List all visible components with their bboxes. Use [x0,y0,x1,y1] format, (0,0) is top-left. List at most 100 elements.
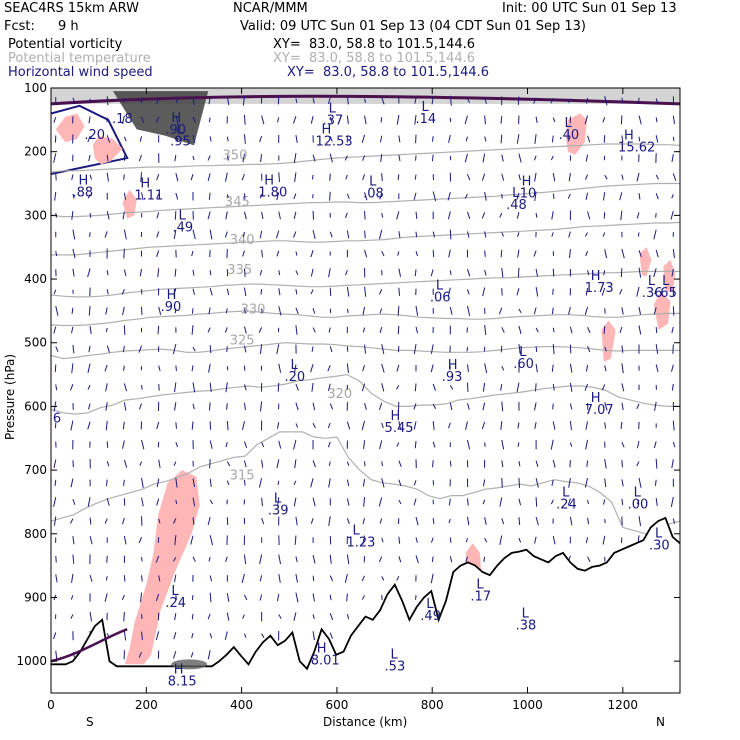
wind-vector [655,497,658,506]
wind-vector [655,117,658,123]
wind-vector [192,497,196,507]
extremum-value: .90 [165,123,186,138]
wind-vector [449,270,452,276]
wind-vector [364,211,366,220]
wind-vector [329,116,333,123]
wind-vector [243,554,247,565]
wind-vector [585,192,589,200]
wind-vector [398,231,401,238]
wind-vector [155,555,160,563]
extremum-value: .36 [642,286,663,301]
wind-vector [106,211,110,220]
wind-vector [637,232,640,237]
wind-vector [518,537,522,543]
wind-vector [517,96,520,105]
wind-vector [550,499,554,505]
wind-vector [415,251,419,257]
wind-vector [105,420,108,431]
wind-vector [312,614,315,620]
wind-vector [501,365,505,371]
wind-vector [482,479,486,487]
wind-vector [587,517,590,525]
wind-vector [208,556,211,562]
wind-vector [278,573,281,583]
wind-vector [191,250,194,257]
wind-vector [293,211,297,220]
wind-vector [466,289,470,295]
wind-vector [295,423,299,428]
extremum-L: L [512,186,520,201]
extremum-L: L [290,358,298,373]
wind-vector [207,155,211,161]
wind-vector [294,364,297,373]
wind-vector [587,326,591,334]
wind-vector [654,479,657,486]
wind-vector [550,97,554,104]
field-xy-pv: XY= 83.0, 58.8 to 101.5,144.6 [273,37,476,52]
wind-vector [501,401,504,412]
wind-vector [244,594,248,601]
wind-vector [242,250,245,257]
wind-vector [158,306,162,316]
wind-vector [587,135,591,143]
extremum-L: L [176,122,184,137]
wind-vector [191,421,194,430]
wind-vector [484,115,486,125]
wind-vector [328,327,331,333]
wind-vector [259,554,263,564]
wind-vector [209,270,212,276]
extremum-value: .24 [556,497,577,512]
wind-vector [585,439,589,450]
wind-vector [552,268,555,277]
wind-vector [415,537,418,543]
extremum-H: H [140,176,150,191]
wind-vector [191,308,194,314]
wind-vector [535,213,538,218]
wind-vector [123,174,125,180]
wind-vector [329,346,333,353]
extremum-value: .18 [112,112,133,127]
wind-vector [173,229,177,239]
wind-vector [569,326,573,334]
wind-vector [533,97,537,104]
wind-vector [466,364,469,373]
wind-vector [138,651,142,658]
wind-vector [620,421,623,430]
wind-vector [243,326,247,334]
wind-vector [55,346,59,352]
wind-vector [568,172,571,182]
wind-vector [482,287,486,297]
wind-vector [604,249,608,259]
extremum-H: H [624,129,634,144]
wind-vector [106,270,109,276]
wind-vector [106,135,111,143]
wind-vector [551,211,554,220]
wind-vector [174,154,177,162]
wind-vector [89,574,93,582]
wind-vector [415,211,418,219]
wind-vector [329,231,333,238]
wind-vector [364,98,367,103]
wind-vector [259,344,263,355]
extremum-value: 1.73 [585,281,614,296]
wind-vector [226,96,230,106]
wind-vector [362,306,366,315]
x-tick-label: 1200 [608,698,639,712]
wind-vector [226,593,230,602]
wind-vector [295,251,298,256]
wind-vector [209,575,213,582]
wind-vector [415,326,419,334]
wind-vector [535,363,538,373]
wind-vector [156,478,160,488]
extremum-H: H [264,173,274,188]
wind-vector [122,115,125,125]
wind-vector [398,155,401,162]
wind-vector [89,517,92,525]
wind-vector [378,402,383,411]
theta-contour-350 [51,143,680,173]
wind-vector [295,383,299,391]
wind-vector [55,251,58,257]
wind-vector [141,384,143,390]
pv-fill-region [639,247,652,276]
